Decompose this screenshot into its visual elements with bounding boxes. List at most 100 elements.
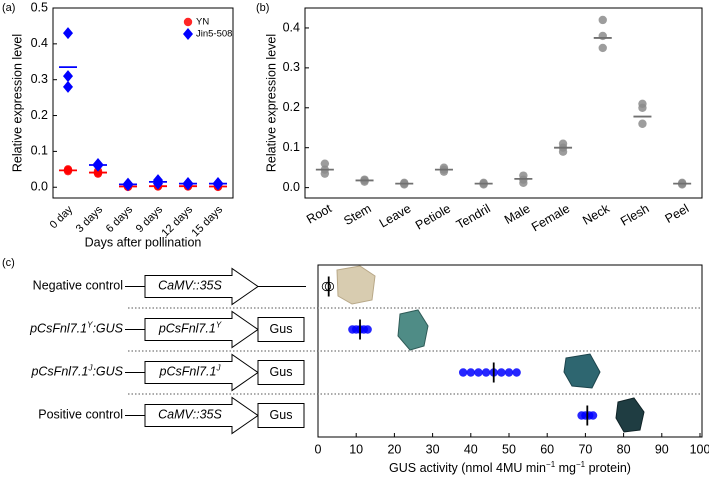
x-tick-label: Peel: [663, 201, 692, 226]
point: [321, 281, 332, 292]
x-tick-label: 80: [617, 442, 631, 456]
y-tick-label: 0.2: [31, 108, 48, 122]
promoter-label: pCsFnl7.1Y: [158, 320, 222, 336]
text-part: GUS activity (nmol 4MU min: [389, 461, 546, 475]
y-tick-label: 0.3: [283, 60, 300, 74]
y-tick-label: 0.1: [31, 144, 48, 158]
legend-label: YN: [196, 17, 209, 28]
point: [466, 368, 475, 377]
text-part: pCsFnl7.1: [158, 322, 216, 336]
text-part: pCsFnl7.1: [29, 322, 87, 336]
superscript: J: [87, 363, 93, 372]
x-tick-label: Neck: [580, 201, 612, 228]
legend-marker: [183, 17, 193, 27]
point: [360, 177, 369, 186]
plot-frame: [52, 7, 234, 199]
y-tick-label: 0.0: [283, 180, 300, 194]
point: [638, 103, 647, 112]
photo-j: [563, 353, 601, 389]
x-tick-label: 0: [315, 442, 322, 456]
promoter-arrow: [144, 396, 259, 435]
row-label: pCsFnl7.1Y:GUS: [29, 320, 124, 336]
point: [63, 80, 73, 93]
reporter-box: [257, 403, 305, 428]
point: [519, 178, 528, 188]
promoter-label: CaMV::35S: [158, 279, 222, 293]
x-tick-label: Leave: [377, 201, 414, 230]
text-part: pCsFnl7.1: [159, 365, 217, 379]
superscript: Y: [87, 320, 93, 329]
legend-label: Jin5-508: [196, 29, 232, 40]
point: [598, 15, 607, 25]
point: [598, 43, 607, 53]
point: [458, 368, 468, 377]
point: [320, 169, 330, 178]
photo-negative: [336, 265, 376, 305]
point: [588, 411, 598, 420]
point: [363, 325, 372, 334]
superscript: −1: [546, 460, 556, 469]
text-part: Negative control: [33, 279, 123, 293]
x-tick-label: 0 day: [48, 203, 76, 231]
point: [638, 119, 647, 128]
x-tick-label: 12 days: [159, 203, 195, 239]
point: [439, 167, 449, 176]
x-tick-label: 6 days: [104, 203, 136, 235]
photo-positive: [615, 397, 645, 433]
y-axis-title: Relative expression level: [10, 34, 24, 172]
x-tick-label: 100: [690, 442, 709, 456]
y-tick-label: 0.3: [31, 72, 48, 86]
x-tick-label: Root: [304, 201, 334, 227]
reporter-label: Gus: [270, 322, 293, 336]
superscript: −1: [576, 460, 586, 469]
x-tick-label: 70: [578, 442, 592, 456]
x-tick-label: 20: [387, 442, 401, 456]
x-tick-label: 15 days: [189, 203, 225, 239]
y-tick-label: 0.4: [31, 36, 48, 50]
x-tick-label: Female: [529, 201, 572, 234]
plot-frame: [304, 7, 703, 199]
x-tick-label: 3 days: [74, 203, 106, 235]
point: [153, 177, 163, 190]
row-label: Positive control: [38, 408, 123, 422]
y-tick-label: 0.1: [283, 140, 300, 154]
row-label: pCsFnl7.1J:GUS: [30, 363, 123, 379]
text-part: Positive control: [38, 408, 123, 422]
reporter-label: Gus: [270, 408, 293, 422]
text-part: :GUS: [92, 322, 123, 336]
superscript: J: [215, 363, 221, 372]
point: [598, 31, 607, 41]
reporter-box: [257, 360, 305, 385]
y-axis-title: Relative expression level: [264, 34, 278, 172]
x-tick-label: Male: [502, 201, 533, 227]
text-part: CaMV::35S: [158, 279, 222, 293]
text-part: CaMV::35S: [158, 408, 222, 422]
row-label: Negative control: [33, 279, 123, 293]
text-part: mg: [555, 461, 576, 475]
point: [63, 27, 73, 40]
panel-label: (c): [2, 257, 15, 269]
promoter-arrow: [144, 353, 259, 392]
panel-label: (b): [256, 2, 269, 14]
point: [497, 368, 506, 377]
y-tick-label: 0.0: [31, 180, 48, 194]
legend-marker: [183, 28, 193, 40]
x-tick-label: Flesh: [618, 201, 652, 228]
superscript: Y: [216, 320, 222, 329]
point: [320, 159, 330, 168]
text-part: pCsFnl7.1: [30, 365, 88, 379]
point: [63, 70, 73, 83]
tissue-photos: [336, 265, 645, 433]
point: [93, 169, 103, 178]
text-part: protein): [585, 461, 631, 475]
x-tick-label: 30: [426, 442, 440, 456]
y-tick-label: 0.5: [31, 0, 48, 14]
panel-label: (a): [2, 2, 15, 14]
y-tick-label: 0.2: [283, 100, 300, 114]
x-tick-label: 60: [540, 442, 554, 456]
point: [504, 368, 514, 377]
y-tick-label: 0.4: [283, 20, 300, 34]
point: [512, 368, 521, 377]
reporter-label: Gus: [270, 365, 293, 379]
reporter-box: [257, 317, 305, 342]
